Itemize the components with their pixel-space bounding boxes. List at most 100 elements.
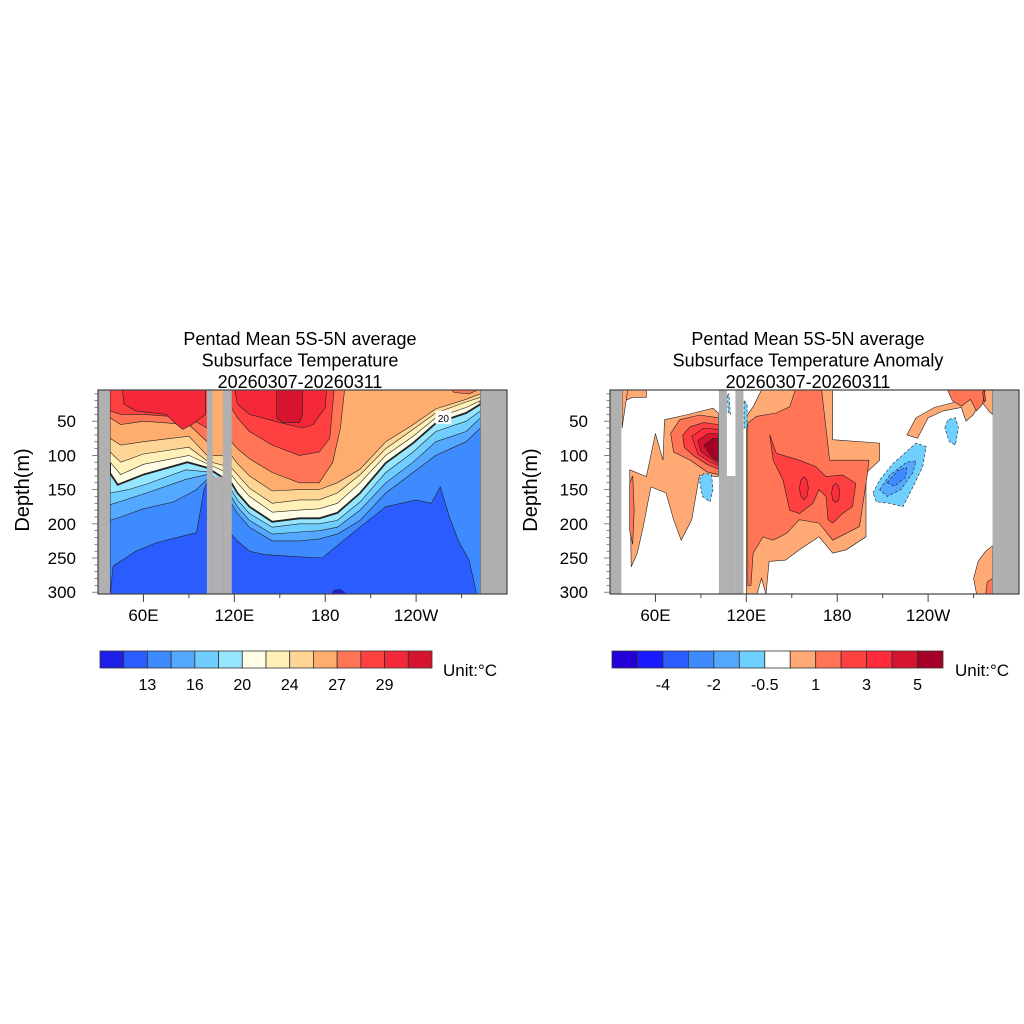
colorbar-swatch [384, 650, 409, 669]
colorbar-swatch [738, 650, 766, 669]
colorbar: -4 -2 -0.5 1 3 5 Unit:°C [611, 650, 1009, 694]
y-axis-label: Depth(m) [520, 448, 542, 531]
y-tick-label: 200 [48, 515, 76, 534]
contour-region [831, 482, 841, 504]
contour-region [727, 393, 731, 415]
colorbar-swatch [194, 650, 219, 669]
colorbar-swatch [265, 650, 291, 669]
chart-title-line: Pentad Mean 5S-5N average [183, 329, 416, 349]
contour-label: 20 [438, 414, 450, 425]
colorbar-swatch [662, 650, 689, 669]
y-tick-label: 150 [560, 481, 588, 500]
contour-region [621, 390, 629, 429]
contour-region [944, 417, 959, 446]
x-tick-label: 120W [906, 606, 950, 625]
colorbar-swatch [789, 650, 817, 669]
colorbar-swatch [147, 650, 172, 669]
plot-frame [609, 389, 1020, 595]
colorbar-swatch [241, 650, 267, 669]
contour-region [699, 472, 714, 503]
colorbar-label: 13 [139, 677, 157, 694]
y-tick-label: 200 [560, 515, 588, 534]
y-tick-label: 100 [560, 446, 588, 465]
contour-region [947, 390, 986, 412]
colorbar-swatch [313, 650, 338, 669]
chart-title-line: Subsurface Temperature [202, 351, 399, 371]
colorbar-swatch [764, 650, 791, 669]
colorbar-swatch [840, 650, 868, 669]
y-tick-label: 300 [48, 583, 76, 602]
contour-region [122, 390, 206, 430]
y-tick-label: 50 [569, 412, 588, 431]
y-tick-label: 250 [560, 549, 588, 568]
colorbar-swatch [289, 650, 314, 669]
colorbar-swatch [218, 650, 243, 669]
contour-label-bg [435, 410, 452, 424]
contour-region [886, 467, 908, 487]
plot-area: 20 [98, 390, 507, 594]
contour-region [799, 476, 809, 501]
land-mask [480, 390, 507, 594]
y-tick-label: 50 [57, 412, 76, 431]
plot-area [610, 390, 1019, 594]
contour-region [982, 390, 987, 403]
land-mask [992, 390, 1019, 594]
colorbar-label: 5 [913, 677, 922, 694]
land-mask [212, 476, 223, 594]
colorbar-swatch [123, 650, 148, 669]
land-mask [222, 390, 232, 594]
contour-region [451, 390, 478, 395]
colorbar-swatch [637, 650, 664, 669]
colorbar-swatch [611, 650, 638, 669]
colorbar-swatch [170, 650, 196, 669]
y-tick-label: 100 [48, 446, 76, 465]
x-tick-label: 60E [640, 606, 670, 625]
y-tick-label: 150 [48, 481, 76, 500]
colorbar-swatch [687, 650, 715, 669]
colorbar-label: 27 [328, 677, 346, 694]
colorbar-swatch [891, 650, 918, 669]
contour-region [906, 390, 993, 439]
x-tick-label: 60E [128, 606, 158, 625]
chart-title-line: Subsurface Temperature Anomaly [673, 351, 944, 371]
x-tick-label: 180 [823, 606, 851, 625]
colorbar-swatch [713, 650, 740, 669]
y-tick-label: 250 [48, 549, 76, 568]
colorbar-label: -0.5 [751, 677, 779, 694]
colorbar-swatch [99, 650, 125, 669]
land-mask [735, 390, 744, 594]
colorbar-swatch [407, 650, 433, 669]
colorbar-label: -4 [656, 677, 670, 694]
colorbar-label: -2 [707, 677, 721, 694]
colorbar-label: 1 [811, 677, 820, 694]
colorbar-swatch [917, 650, 944, 669]
y-tick-label: 300 [560, 583, 588, 602]
colorbar-swatch [336, 650, 362, 669]
colorbar-label: 3 [862, 677, 871, 694]
colorbar-label: 29 [376, 677, 394, 694]
chart-title-line: Pentad Mean 5S-5N average [691, 329, 924, 349]
colorbar-label: 16 [186, 677, 204, 694]
colorbar-unit: Unit:°C [443, 661, 497, 680]
colorbar-swatch [866, 650, 893, 669]
y-axis-label: Depth(m) [12, 448, 34, 531]
colorbar-swatch [360, 650, 385, 669]
x-tick-label: 120E [726, 606, 766, 625]
colorbar-label: 24 [281, 677, 299, 694]
colorbar-unit: Unit:°C [955, 661, 1009, 680]
plot-frame [97, 389, 508, 595]
land-mask [98, 390, 110, 594]
land-mask [610, 390, 622, 594]
contour-region [743, 399, 748, 429]
contour-region [331, 589, 347, 594]
x-tick-label: 180 [311, 606, 339, 625]
contour-region [629, 475, 635, 545]
colorbar-swatch [815, 650, 842, 669]
contour-region [703, 437, 719, 462]
land-mask [718, 390, 727, 594]
chart-title-line: 20260307-20260311 [218, 372, 383, 392]
x-tick-label: 120E [214, 606, 254, 625]
land-mask [206, 390, 213, 594]
